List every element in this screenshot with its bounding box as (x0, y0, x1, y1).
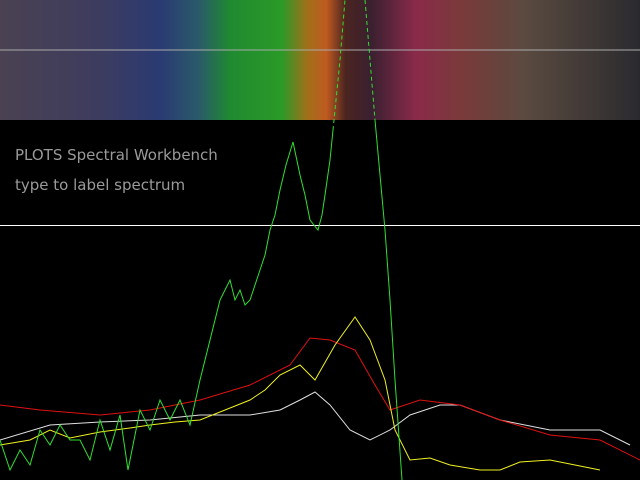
yellow-curve (0, 316, 601, 471)
green-curve-clipped (364, 0, 376, 121)
green-curve-clipped (332, 0, 346, 131)
green-curve-tail (374, 119, 403, 480)
spectrum-image (0, 0, 640, 120)
subtitle: type to label spectrum (15, 176, 185, 194)
title: PLOTS Spectral Workbench (15, 146, 218, 164)
white-curve (0, 391, 631, 446)
red-curve (0, 337, 640, 461)
green-curve (0, 129, 334, 472)
